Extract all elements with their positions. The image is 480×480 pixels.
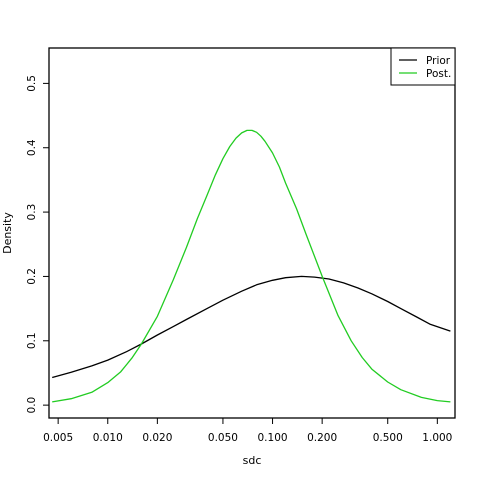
x-axis: 0.005 0.010 0.020 0.050 0.100 0.200 0.500 1.000: [43, 417, 452, 444]
legend-label-posterior: Post.: [426, 68, 451, 80]
legend: Prior Post.: [390, 47, 456, 86]
y-tick-label: 0.4: [26, 139, 38, 156]
x-axis-title: sdc: [243, 454, 262, 467]
plot-frame: [48, 47, 456, 419]
x-tick-label: 1.000: [422, 432, 452, 444]
series-line-post: [52, 129, 451, 403]
x-tick-label: 0.005: [43, 432, 73, 444]
y-tick-label: 0.2: [26, 268, 38, 285]
x-tick-label: 0.100: [258, 432, 288, 444]
x-tick-label: 0.500: [373, 432, 403, 444]
y-axis: 0.0 0.1 0.2 0.3 0.4 0.5: [26, 75, 50, 414]
x-tick-label: 0.020: [142, 432, 172, 444]
x-tick-label: 0.050: [208, 432, 238, 444]
series-line-prior: [52, 275, 451, 379]
legend-label-prior: Prior: [426, 55, 451, 67]
y-axis-title: Density: [1, 212, 14, 254]
series-layer: [52, 129, 451, 403]
legend-box: [390, 47, 456, 86]
y-tick-label: 0.5: [26, 75, 38, 92]
x-tick-label: 0.200: [307, 432, 337, 444]
y-tick-label: 0.3: [26, 204, 38, 221]
x-tick-label: 0.010: [93, 432, 123, 444]
y-tick-label: 0.1: [26, 332, 38, 349]
y-tick-label: 0.0: [26, 397, 38, 414]
